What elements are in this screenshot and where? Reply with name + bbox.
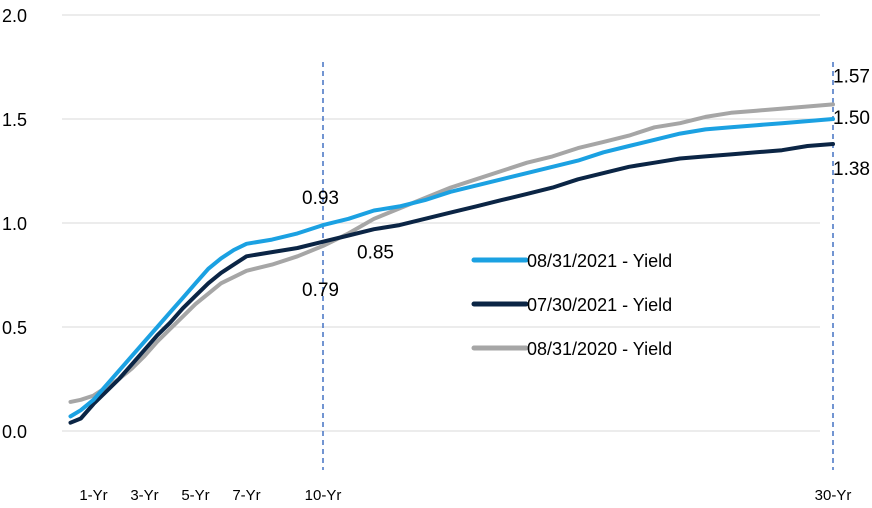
x-tick-label: 3-Yr [130,487,158,504]
x-tick-label: 7-Yr [232,487,260,504]
data-labels: 0.93 0.85 0.79 1.57 1.50 1.38 [302,66,870,300]
legend-label: 08/31/2020 - Yield [527,339,672,359]
x-axis-tick-labels: 1-Yr 3-Yr 5-Yr 7-Yr 10-Yr 30-Yr [79,487,851,504]
y-tick-label: 0.5 [2,318,27,338]
x-tick-label: 5-Yr [181,487,209,504]
data-label: 1.38 [833,159,870,180]
legend-label: 07/30/2021 - Yield [527,295,672,315]
data-label: 1.50 [833,108,870,129]
y-tick-label: 0.0 [2,422,27,442]
legend: 08/31/2021 - Yield 07/30/2021 - Yield 08/3… [471,251,672,359]
y-tick-label: 2.0 [2,6,27,26]
y-axis-tick-labels: 2.0 1.5 1.0 0.5 0.0 [2,6,27,442]
y-tick-label: 1.5 [2,110,27,130]
reference-lines [322,62,834,470]
data-label: 0.79 [302,280,339,301]
x-tick-label: 30-Yr [815,487,852,504]
legend-label: 08/31/2021 - Yield [527,251,672,271]
y-tick-label: 1.0 [2,214,27,234]
series-lines [68,102,835,425]
series-line [68,117,835,419]
series-line [68,102,835,404]
data-label: 0.85 [357,243,394,264]
x-tick-label: 1-Yr [79,487,107,504]
data-label: 1.57 [833,66,870,87]
data-label: 0.93 [302,188,339,209]
x-tick-label: 10-Yr [305,487,342,504]
gridlines [62,14,820,432]
series-line [68,142,835,425]
